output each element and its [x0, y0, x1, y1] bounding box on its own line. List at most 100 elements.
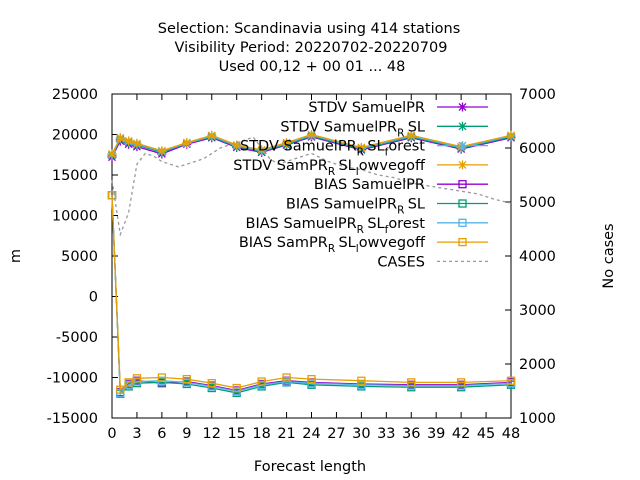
- legend-item: STDV SamuelPRR SL: [280, 119, 488, 139]
- data-point: [124, 378, 133, 387]
- y-axis-label: m: [8, 249, 24, 263]
- legend-item: STDV SamuelPRR SLforest: [240, 139, 488, 159]
- data-point: [116, 385, 125, 394]
- data-point: [107, 149, 117, 159]
- data-point: [406, 130, 416, 140]
- x-tick-label: 33: [377, 426, 395, 442]
- data-point: [157, 373, 167, 382]
- x-tick-label: 36: [402, 426, 420, 442]
- series-line: [111, 195, 512, 391]
- x-tick-label: 18: [252, 426, 270, 442]
- data-point: [506, 130, 516, 140]
- legend-label: STDV SamuelPR: [308, 100, 425, 116]
- data-point: [282, 373, 291, 382]
- legend-label: BIAS SamPRR SLlowvegoff: [239, 235, 426, 255]
- y2-tick-label: 1000: [519, 411, 556, 427]
- legend-label: STDV SamuelPRR SL: [280, 119, 425, 139]
- y-tick-label: 15000: [52, 168, 98, 184]
- y2-axis-label: No cases: [601, 223, 617, 288]
- data-point: [232, 383, 241, 393]
- y2-tick-label: 6000: [519, 141, 556, 157]
- data-point: [182, 374, 191, 384]
- legend-label: STDV SamPRR SLlowvegoff: [233, 158, 426, 178]
- x-tick-label: 9: [182, 426, 191, 442]
- data-point: [115, 133, 125, 143]
- title-line-3: Used 00,12 + 00 01 ... 48: [219, 59, 406, 75]
- legend-item: STDV SamuelPR: [308, 100, 488, 116]
- x-tick-label: 48: [502, 426, 520, 442]
- x-tick-label: 3: [132, 426, 141, 442]
- legend-item: BIAS SamuelPRR SL: [286, 197, 488, 217]
- y2-tick-label: 3000: [519, 303, 556, 319]
- legend-label: CASES: [377, 254, 425, 270]
- data-point: [282, 138, 292, 148]
- legend-item: BIAS SamuelPRR SLforest: [246, 216, 488, 236]
- x-tick-label: 27: [327, 426, 345, 442]
- title-line-1: Selection: Scandinavia using 414 station…: [158, 21, 461, 37]
- data-point: [107, 191, 117, 200]
- data-point: [132, 374, 142, 383]
- legend-item: STDV SamPRR SLlowvegoff: [233, 158, 488, 178]
- data-point: [456, 378, 466, 387]
- legend-label: BIAS SamuelPR: [314, 177, 425, 193]
- legend-label: BIAS SamuelPRR SL: [286, 197, 425, 217]
- axes: 0 3 6 9 12 15 18 21 24 27 30 33 36 39 42 45 48-15000-100…: [47, 87, 556, 442]
- y-tick-label: 10000: [52, 209, 98, 225]
- x-tick-label: 39: [427, 426, 445, 442]
- y-tick-label: 0: [89, 290, 98, 306]
- data-point: [257, 145, 267, 155]
- x-tick-label: 15: [227, 426, 245, 442]
- y2-tick-label: 2000: [519, 357, 556, 373]
- legend-label: BIAS SamuelPRR SLforest: [246, 216, 426, 236]
- x-tick-label: 30: [352, 426, 370, 442]
- series-line: [111, 136, 512, 237]
- x-tick-label: 12: [203, 426, 221, 442]
- legend-marker: [458, 218, 467, 227]
- series-group: [107, 130, 516, 398]
- legend-item: BIAS SamPRR SLlowvegoff: [239, 235, 488, 255]
- y-tick-label: 25000: [52, 87, 98, 103]
- y-tick-label: -10000: [47, 371, 98, 387]
- data-point: [357, 376, 366, 385]
- x-tick-label: 21: [277, 426, 295, 442]
- data-point: [157, 146, 167, 156]
- x-tick-label: 6: [157, 426, 166, 442]
- y-tick-label: 5000: [61, 249, 98, 265]
- legend-item: BIAS SamuelPR: [314, 177, 488, 193]
- legend-marker: [458, 121, 467, 131]
- legend-label: STDV SamuelPRR SLforest: [240, 139, 425, 159]
- legend-marker: [458, 160, 467, 170]
- data-point: [124, 136, 134, 146]
- data-point: [182, 138, 192, 148]
- data-point: [232, 140, 242, 150]
- data-point: [307, 374, 316, 384]
- x-axis-label: Forecast length: [254, 459, 366, 475]
- y-tick-label: 20000: [52, 128, 98, 144]
- data-point: [506, 376, 516, 385]
- y2-tick-label: 7000: [519, 87, 556, 103]
- series-8: [107, 191, 516, 394]
- x-tick-label: 42: [452, 426, 470, 442]
- y2-tick-label: 4000: [519, 249, 556, 265]
- legend-marker: [458, 180, 467, 189]
- x-tick-label: 45: [477, 426, 495, 442]
- x-tick-label: 0: [107, 426, 116, 442]
- legend-marker: [458, 141, 467, 151]
- y2-tick-label: 5000: [519, 195, 556, 211]
- legend-marker: [458, 237, 467, 247]
- y-tick-label: -5000: [56, 330, 98, 346]
- legend-marker: [458, 102, 467, 112]
- data-point: [257, 377, 266, 386]
- data-point: [207, 130, 217, 140]
- data-point: [407, 378, 416, 387]
- chart-title: Selection: Scandinavia using 414 station…: [158, 21, 461, 75]
- series-9: [111, 136, 512, 237]
- data-point: [356, 142, 366, 152]
- data-point: [132, 138, 142, 148]
- title-line-2: Visibility Period: 20220702-20220709: [175, 40, 448, 56]
- data-point: [307, 130, 316, 139]
- x-tick-label: 24: [302, 426, 320, 442]
- y-tick-label: -15000: [47, 411, 98, 427]
